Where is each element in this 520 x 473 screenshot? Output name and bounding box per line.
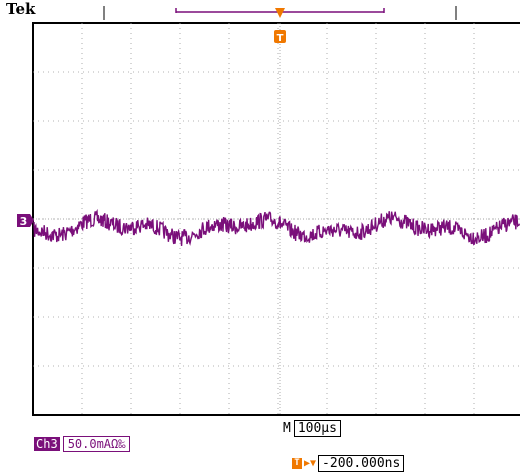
- channel3-marker-label: 3: [20, 215, 28, 228]
- trigger-readout[interactable]: T ▶▼ -200.000ns: [292, 455, 405, 472]
- channel3-ground-marker[interactable]: 3: [17, 214, 34, 228]
- trigger-badge: T: [292, 458, 302, 469]
- channel3-waveform: [33, 208, 520, 246]
- brand-logo: Tek: [6, 0, 36, 18]
- timebase-prefix: M: [283, 421, 291, 436]
- arrow-right-down-icon: ▶▼: [304, 458, 317, 469]
- trigger-position-marker[interactable]: T: [274, 8, 286, 44]
- graticule-grid: [33, 23, 520, 415]
- channel3-scale: 50.0mAΩ‰: [62, 436, 131, 452]
- trigger-position-value: -200.000ns: [318, 455, 405, 472]
- channel3-badge: Ch3: [34, 437, 60, 451]
- trigger-marker-letter: T: [277, 33, 284, 44]
- channel3-readout[interactable]: Ch3 50.0mAΩ‰: [34, 436, 131, 452]
- timebase-value: 100µs: [293, 420, 341, 437]
- timebase-readout[interactable]: M 100µs: [283, 420, 341, 437]
